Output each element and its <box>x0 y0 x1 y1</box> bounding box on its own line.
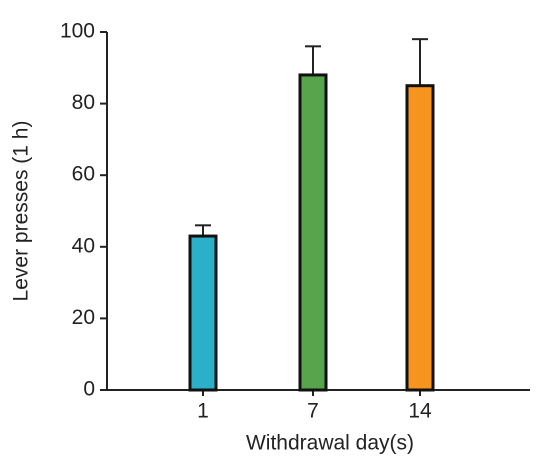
x-tick-label: 7 <box>307 400 319 423</box>
y-tick-label: 60 <box>72 163 95 186</box>
y-axis-label: Lever presses (1 h) <box>10 121 33 302</box>
bar <box>188 234 218 392</box>
bar <box>405 84 435 392</box>
x-tick-label: 14 <box>408 400 432 423</box>
x-tick-label: 1 <box>197 400 209 423</box>
y-tick-label: 20 <box>72 306 95 329</box>
y-tick-label: 100 <box>60 20 95 43</box>
y-tick-label: 0 <box>83 378 95 401</box>
y-tick-label: 40 <box>72 234 95 257</box>
bar <box>298 73 328 392</box>
x-axis-label: Withdrawal day(s) <box>246 432 414 455</box>
y-tick-label: 80 <box>72 91 95 114</box>
